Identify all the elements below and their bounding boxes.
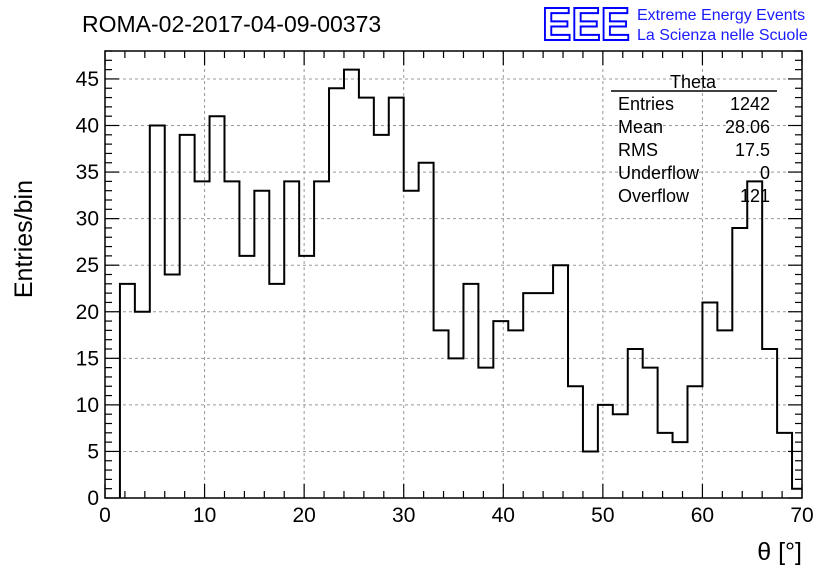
histogram-bar [314, 181, 329, 498]
histogram-bar [195, 181, 210, 498]
y-tick-label: 30 [76, 208, 99, 231]
histogram-bar [224, 181, 239, 498]
eee-logo-line1: Extreme Energy Events [637, 7, 805, 24]
y-tick-label: 15 [76, 347, 99, 370]
y-tick-label: 20 [76, 301, 99, 324]
stats-label: Mean [618, 117, 663, 137]
histogram-bar [762, 349, 777, 498]
histogram-bar [239, 256, 254, 498]
histogram-bar [120, 284, 135, 498]
x-tick-label: 70 [790, 504, 813, 527]
histogram-bar [628, 349, 643, 498]
histogram-bar [598, 405, 613, 498]
histogram-bar [463, 284, 478, 498]
histogram-bar [284, 181, 299, 498]
histogram-bar [732, 228, 747, 498]
histogram-bar [523, 293, 538, 498]
y-tick-label: 10 [76, 394, 99, 417]
eee-logo: EEE Extreme Energy Events La Scienza nel… [541, 0, 808, 51]
y-axis-label: Entries/bin [10, 180, 38, 298]
histogram-bar [329, 88, 344, 498]
histogram-bar [359, 98, 374, 498]
histogram-bar [568, 386, 583, 498]
histogram-bar [792, 489, 802, 498]
y-tick-label: 0 [87, 487, 99, 510]
histogram-bar [658, 433, 673, 498]
axis-ticks [104, 50, 803, 499]
stats-value: 28.06 [725, 117, 770, 137]
eee-logo-mark: EEE [542, 0, 630, 50]
y-tick-label: 5 [87, 440, 99, 463]
tick-labels: 0 10 20 30 40 50 60 70 0 5 10 15 20 25 30 35 40 45 [76, 68, 814, 527]
histogram-bar [374, 135, 389, 498]
y-tick-label: 40 [76, 115, 99, 138]
x-tick-label: 40 [492, 504, 515, 527]
histogram-bar [449, 358, 464, 498]
histogram-bar [135, 312, 150, 498]
y-tick-label: 35 [76, 161, 99, 184]
histogram-bar [538, 293, 553, 498]
histogram-bar [150, 126, 165, 499]
histogram-bar [702, 302, 717, 498]
x-tick-label: 0 [99, 504, 111, 527]
histogram-bar [777, 433, 792, 498]
histogram-bar [389, 98, 404, 498]
stats-value: 0 [760, 163, 770, 183]
stats-box-title: Theta [670, 72, 717, 92]
stats-rows: Entries 1242 Mean 28.06 RMS 17.5 Underflow 0 Ove… [618, 94, 770, 206]
histogram-bar [717, 330, 732, 498]
histogram-bar [747, 181, 762, 498]
eee-logo-line2: La Scienza nelle Scuole [637, 27, 808, 44]
x-tick-label: 20 [292, 504, 315, 527]
histogram-bar [508, 330, 523, 498]
histogram-bar [269, 284, 284, 498]
histogram-bar [299, 256, 314, 498]
x-tick-label: 10 [193, 504, 216, 527]
histogram-bar [643, 368, 658, 498]
stats-label: RMS [618, 140, 658, 160]
histogram-bar [165, 275, 180, 499]
histogram-bar [613, 414, 628, 498]
y-tick-label: 45 [76, 68, 99, 91]
stats-label: Entries [618, 94, 674, 114]
histogram-bar [254, 191, 269, 498]
histogram-bar [553, 265, 568, 498]
histogram-bar [687, 386, 702, 498]
histogram-bar [404, 191, 419, 498]
stats-value: 121 [740, 186, 770, 206]
histogram-bar [478, 368, 493, 498]
x-tick-label: 50 [591, 504, 614, 527]
histogram-bar [493, 321, 508, 498]
histogram-outline [118, 68, 802, 498]
histogram-bar [419, 163, 434, 498]
histogram-bar [434, 330, 449, 498]
histogram-bar [344, 70, 359, 498]
y-tick-label: 25 [76, 254, 99, 277]
x-tick-label: 60 [691, 504, 714, 527]
stats-label: Overflow [618, 186, 690, 206]
stats-value: 1242 [730, 94, 770, 114]
x-tick-label: 30 [392, 504, 415, 527]
stats-label: Underflow [618, 163, 700, 183]
chart-title: ROMA-02-2017-04-09-00373 [82, 11, 381, 37]
x-axis-label: θ [°] [757, 538, 802, 566]
histogram-bar [673, 442, 688, 498]
histogram-bar [583, 451, 598, 498]
stats-value: 17.5 [735, 140, 770, 160]
histogram-bar [180, 135, 195, 498]
histogram-bars [118, 68, 802, 499]
grid-lines [105, 51, 802, 498]
histogram-bar [210, 116, 225, 498]
stats-box: Theta Entries 1242 Mean 28.06 RMS 17.5 Underfl… [611, 72, 777, 206]
